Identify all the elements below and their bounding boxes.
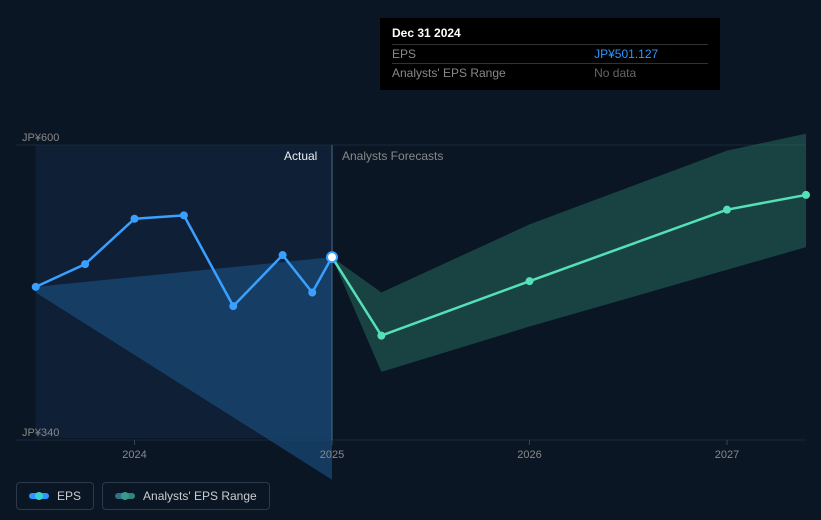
tooltip-date: Dec 31 2024: [392, 26, 708, 40]
legend-label: Analysts' EPS Range: [143, 489, 257, 503]
tooltip-value: No data: [594, 64, 708, 83]
tooltip-label: EPS: [392, 45, 594, 64]
region-label-actual: Actual: [284, 149, 317, 163]
eps-swatch-icon: [29, 493, 49, 499]
svg-text:2024: 2024: [122, 449, 146, 461]
legend-item-range[interactable]: Analysts' EPS Range: [102, 482, 270, 510]
range-swatch-icon: [115, 493, 135, 499]
region-label-forecast: Analysts Forecasts: [342, 149, 443, 163]
svg-text:2027: 2027: [715, 449, 739, 461]
tooltip-value: JP¥501.127: [594, 45, 708, 64]
tooltip-table: EPS JP¥501.127 Analysts' EPS Range No da…: [392, 44, 708, 82]
tooltip-label: Analysts' EPS Range: [392, 64, 594, 83]
chart-tooltip: Dec 31 2024 EPS JP¥501.127 Analysts' EPS…: [380, 18, 720, 90]
legend: EPS Analysts' EPS Range: [16, 482, 270, 510]
svg-text:2026: 2026: [517, 449, 541, 461]
tooltip-row-eps: EPS JP¥501.127: [392, 45, 708, 64]
svg-text:2025: 2025: [320, 449, 344, 461]
eps-chart: JP¥600 JP¥340 2024 2025 2026 2027 Actual Anal…: [0, 0, 821, 520]
svg-text:JP¥340: JP¥340: [22, 427, 59, 439]
tooltip-row-range: Analysts' EPS Range No data: [392, 64, 708, 83]
legend-item-eps[interactable]: EPS: [16, 482, 94, 510]
svg-text:JP¥600: JP¥600: [22, 132, 59, 144]
legend-label: EPS: [57, 489, 81, 503]
